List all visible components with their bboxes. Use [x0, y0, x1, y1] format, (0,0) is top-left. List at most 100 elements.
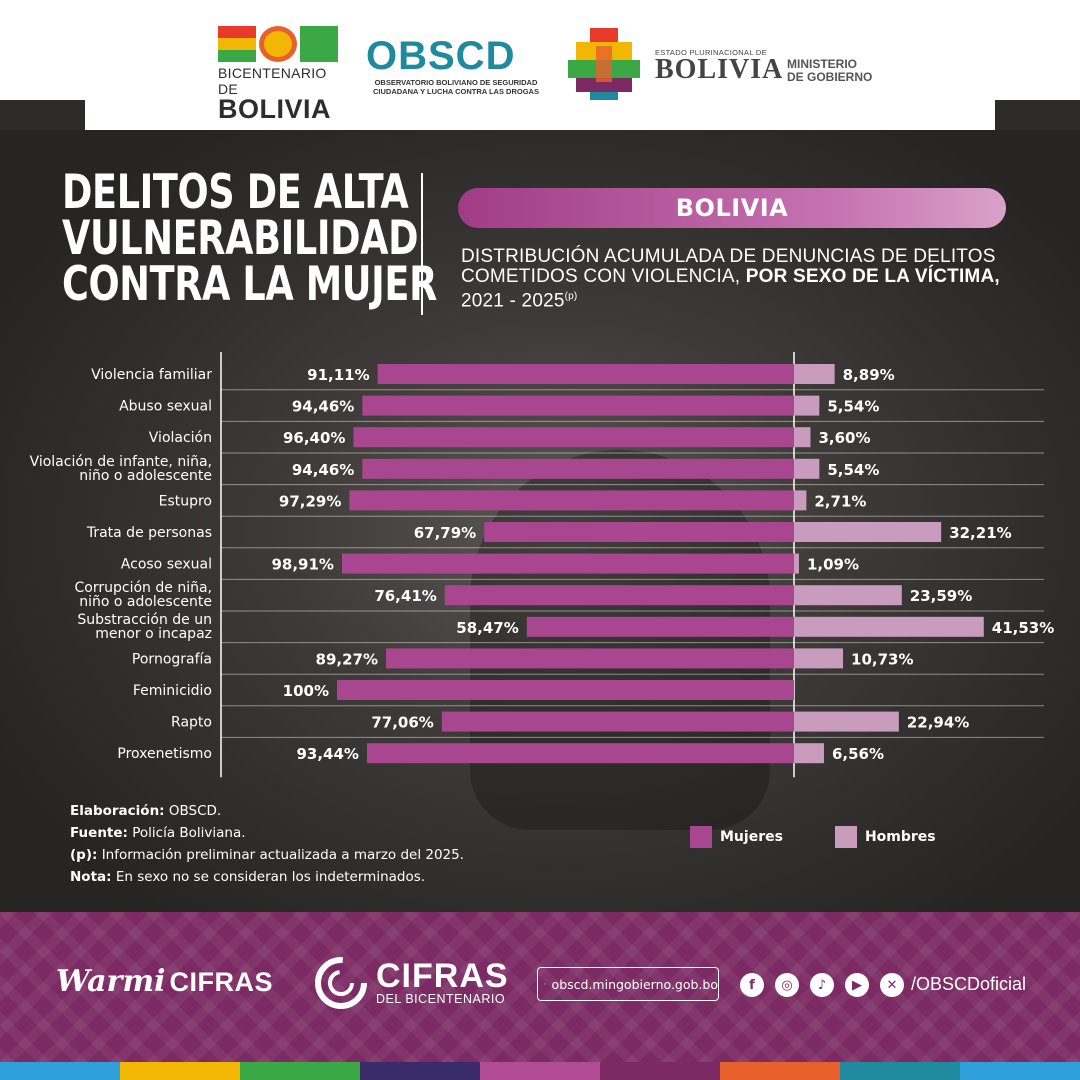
stripe-segment — [240, 1062, 360, 1080]
note-p-label: (p): — [70, 847, 98, 863]
bar-hombres — [794, 364, 835, 384]
obscd-wordmark: OBSCD — [366, 34, 516, 78]
data-label-mujeres: 94,46% — [292, 398, 354, 416]
youtube-icon[interactable]: ▶ — [845, 973, 869, 997]
obscd-logo: OBSCD OBSERVATORIO BOLIVIANO DE SEGURIDA… — [366, 36, 546, 98]
stripe-segment — [600, 1062, 720, 1080]
x-icon[interactable]: ✕ — [880, 973, 904, 997]
subtitle-years: 2021 - 2025 — [461, 290, 565, 312]
ministerio-line2: DE GOBIERNO — [787, 70, 873, 84]
warmi-script: Warmi — [56, 964, 166, 999]
data-label-mujeres: 76,41% — [374, 587, 436, 605]
bar-hombres — [794, 585, 902, 606]
legend-item-hombres: Hombres — [834, 826, 936, 848]
note-nota-value: En sexo no se consideran los indetermina… — [111, 869, 426, 885]
category-label: Violación de infante, niña, niño o adoles… — [30, 454, 212, 484]
cifras-subtitle: DEL BICENTENARIO — [376, 992, 506, 1006]
obscd-fullname-line1: OBSERVATORIO BOLIVIANO DE SEGURIDAD — [374, 78, 538, 87]
facebook-icon[interactable]: f — [740, 973, 764, 997]
header-notch-right — [995, 100, 1080, 130]
bar-mujeres — [362, 458, 794, 479]
social-icons: f ◎ ♪ ▶ ✕ — [740, 973, 904, 997]
category-label: Trata de personas — [86, 525, 212, 541]
warmi-cifras-logo: Warmi CIFRAS — [56, 964, 273, 999]
data-label-mujeres: 93,44% — [296, 745, 358, 763]
category-label: Proxenetismo — [117, 746, 212, 762]
category-label: Substracción de un menor o incapaz — [77, 612, 212, 642]
bar-mujeres — [341, 553, 794, 574]
data-label-mujeres: 96,40% — [283, 429, 345, 447]
bicentenario-pattern-icon — [300, 26, 338, 62]
stripe-segment — [120, 1062, 240, 1080]
bar-hombres — [794, 648, 844, 669]
bolivia-emblem-icon — [568, 28, 640, 100]
category-label: Violación — [149, 430, 212, 446]
cifras-title: CIFRAS — [376, 957, 509, 995]
note-elaboracion-value: OBSCD. — [164, 803, 222, 819]
data-label-hombres: 5,54% — [827, 461, 879, 479]
cifras-bicentenario-logo: CIFRAS DEL BICENTENARIO — [314, 956, 509, 1010]
header-notch-left — [0, 100, 85, 130]
social-handle[interactable]: /OBSCDoficial — [911, 974, 1027, 994]
stripe-segment — [0, 1062, 120, 1080]
subtitle-part2: POR SEXO DE LA VÍCTIMA, — [745, 266, 1000, 287]
data-label-hombres: 6,56% — [832, 745, 884, 763]
warmi-bold: CIFRAS — [169, 967, 273, 997]
bar-hombres — [794, 522, 942, 542]
legend-label-mujeres: Mujeres — [720, 829, 783, 845]
data-label-mujeres: 91,11% — [307, 366, 369, 384]
instagram-icon[interactable]: ◎ — [775, 973, 799, 997]
legend-swatch-mujeres — [690, 826, 712, 848]
tiktok-icon[interactable]: ♪ — [810, 973, 834, 997]
bicentenario-country: BOLIVIA — [218, 94, 332, 124]
category-label: Violencia familiar — [91, 367, 212, 383]
title-line3: CONTRA LA MUJER — [62, 257, 437, 312]
website-link[interactable]: obscd.mingobierno.gob.bo — [537, 967, 719, 1001]
data-label-hombres: 23,59% — [910, 587, 972, 605]
region-pill: BOLIVIA — [458, 188, 1006, 228]
data-label-mujeres: 98,91% — [271, 556, 333, 574]
bicentenario-flag-icon — [218, 26, 256, 62]
category-label: Abuso sexual — [119, 399, 212, 415]
data-label-hombres: 3,60% — [818, 429, 870, 447]
bar-mujeres — [353, 427, 794, 448]
note-fuente-value: Policía Boliviana. — [127, 825, 246, 841]
data-label-hombres: 5,54% — [827, 398, 879, 416]
data-label-hombres: 1,09% — [807, 556, 859, 574]
color-stripe — [0, 1062, 1080, 1080]
stripe-segment — [960, 1062, 1080, 1080]
chart-legend: Mujeres Hombres — [690, 826, 936, 848]
data-label-hombres: 8,89% — [843, 366, 895, 384]
stripe-segment — [360, 1062, 480, 1080]
ministerio-line1: MINISTERIO — [787, 57, 858, 71]
category-label: Acoso sexual — [121, 557, 212, 573]
main-title: DELITOS DE ALTA VULNERABILIDAD CONTRA LA… — [62, 169, 437, 312]
data-label-mujeres: 100% — [283, 682, 329, 700]
title-divider — [421, 173, 423, 315]
category-label: Feminicidio — [133, 683, 212, 699]
bar-hombres — [794, 458, 820, 479]
cifras-circle-icon — [315, 957, 367, 1009]
source-notes: Elaboración: OBSCD. Fuente: Policía Boli… — [70, 800, 464, 888]
data-label-mujeres: 77,06% — [371, 714, 433, 732]
header-bar: BICENTENARIO DE BOLIVIA OBSCD OBSERVATOR… — [0, 0, 1080, 130]
note-p-value: Información preliminar actualizada a mar… — [97, 847, 465, 863]
note-elaboracion-label: Elaboración: — [70, 803, 165, 819]
data-label-hombres: 22,94% — [907, 714, 969, 732]
bar-hombres — [794, 616, 984, 637]
legend-item-mujeres: Mujeres — [690, 826, 783, 848]
legend-label-hombres: Hombres — [864, 829, 936, 845]
estado-country: BOLIVIA — [655, 54, 784, 85]
data-label-mujeres: 94,46% — [292, 461, 354, 479]
data-label-hombres: 32,21% — [949, 524, 1011, 542]
note-fuente-label: Fuente: — [70, 825, 128, 841]
subtitle-part1: DISTRIBUCIÓN ACUMULADA DE DENUNCIAS DE D… — [461, 246, 996, 287]
bar-mujeres — [366, 743, 794, 764]
bar-hombres — [794, 553, 799, 574]
category-label: Rapto — [171, 715, 212, 731]
bar-mujeres — [337, 680, 794, 700]
title-line2: VULNERABILIDAD — [62, 211, 419, 266]
legend-swatch-hombres — [834, 826, 857, 848]
estado-label: ESTADO PLURINACIONAL DE — [655, 48, 767, 57]
bar-mujeres — [362, 395, 794, 416]
